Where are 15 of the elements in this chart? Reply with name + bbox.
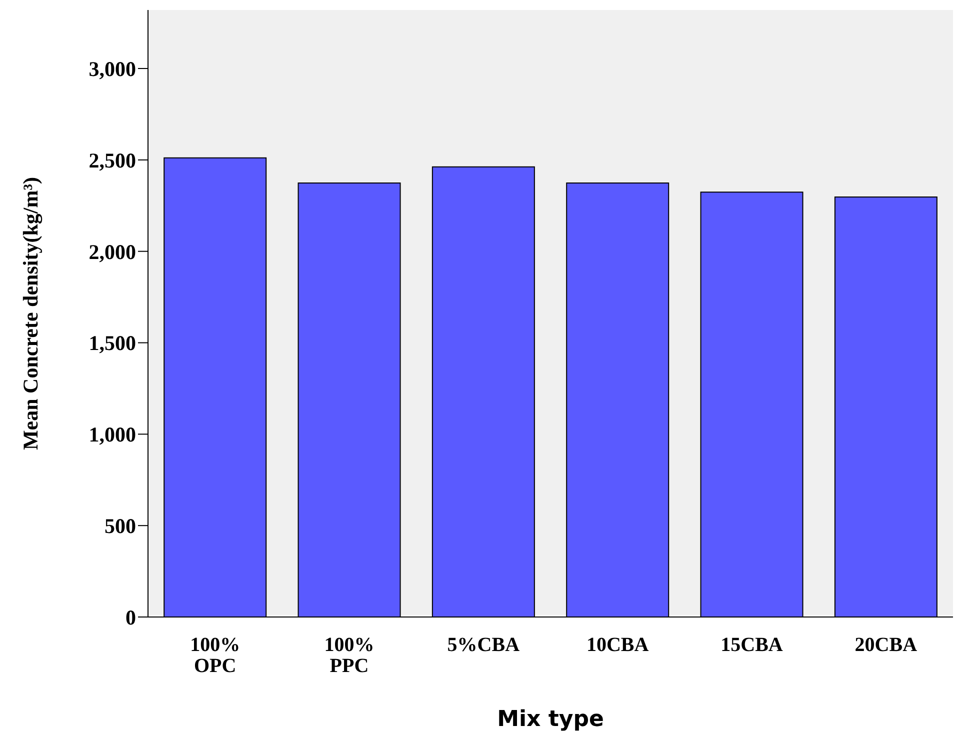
x-tick-label: 100% PPC bbox=[324, 634, 374, 677]
x-axis-title: Mix type bbox=[497, 707, 604, 732]
y-tick-label: 1,500 bbox=[88, 331, 136, 356]
y-tick-label: 1,000 bbox=[88, 422, 136, 447]
y-tick-label: 0 bbox=[126, 605, 136, 630]
y-tick-label: 3,000 bbox=[88, 56, 136, 81]
x-tick-label: 20CBA bbox=[854, 634, 918, 656]
y-tick-label: 2,000 bbox=[88, 240, 136, 264]
y-tick-label: 500 bbox=[104, 514, 136, 538]
y-tick-label: 2,500 bbox=[88, 148, 136, 172]
x-tick-label: 100% OPC bbox=[190, 634, 240, 677]
x-tick-label: 10CBA bbox=[586, 634, 650, 656]
x-tick-label: 15CBA bbox=[720, 634, 784, 656]
y-axis-title: Mean Concrete density(kg/m³) bbox=[18, 176, 42, 450]
x-tick-label: 5%CBA bbox=[447, 634, 520, 656]
